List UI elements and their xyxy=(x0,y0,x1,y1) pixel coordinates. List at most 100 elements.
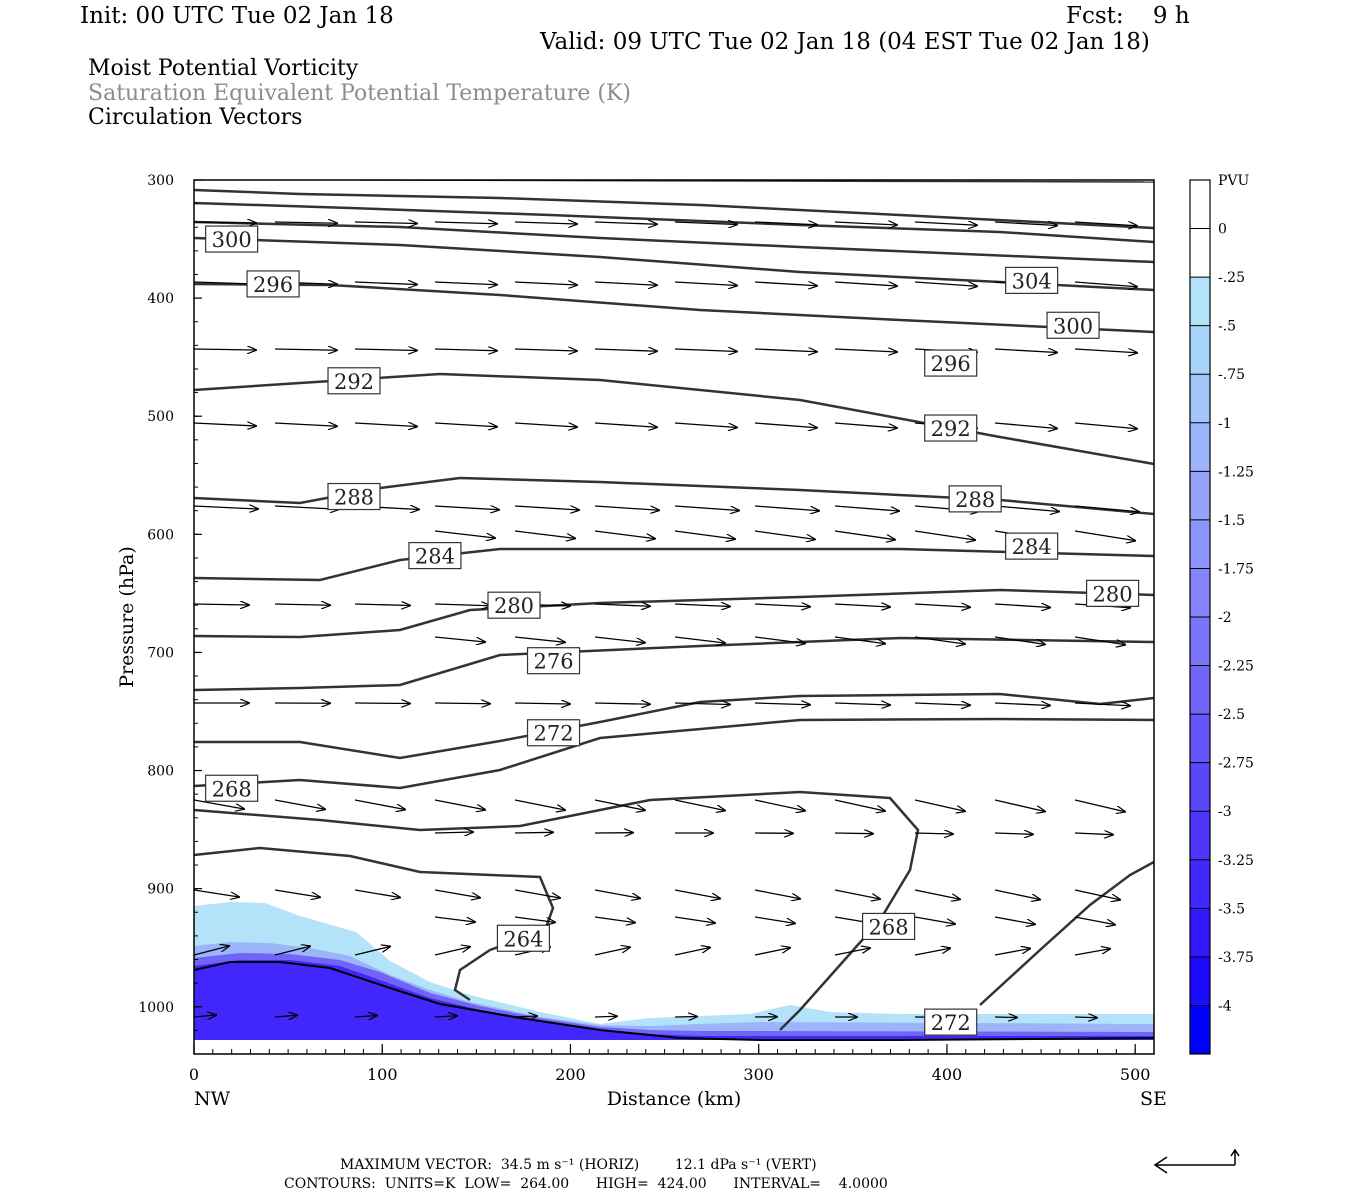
colorbar-label: -.25 xyxy=(1218,270,1245,286)
colorbar-label: -1 xyxy=(1218,416,1232,432)
vector-arrow xyxy=(194,1015,216,1017)
colorbar-title: PVU xyxy=(1218,173,1250,189)
vector-arrow xyxy=(1074,636,1125,645)
vector-arrow xyxy=(1074,799,1125,812)
vector-arrow xyxy=(1074,703,1130,706)
vector-arrow xyxy=(994,916,1035,924)
vector-arrow xyxy=(994,799,1045,812)
contour-info: CONTOURS: UNITS=K LOW= 264.00 HIGH= 424.… xyxy=(284,1176,888,1192)
vector-arrow xyxy=(354,947,390,956)
y-tick-label: 700 xyxy=(147,645,174,661)
colorbar-label: -1.75 xyxy=(1218,561,1254,577)
contour-label: 296 xyxy=(253,273,293,297)
colorbar-label: -3.5 xyxy=(1218,901,1245,917)
vector-arrow xyxy=(1074,281,1137,287)
vector-arrow xyxy=(594,1016,617,1017)
vector-arrow xyxy=(594,703,650,704)
vector-arrow xyxy=(354,423,417,427)
vector-arrow xyxy=(674,422,737,428)
vector-arrow xyxy=(514,422,577,427)
x-tick-label: 300 xyxy=(743,1065,774,1084)
contour-line xyxy=(194,692,1154,760)
x-tick-label: 400 xyxy=(932,1065,963,1084)
colorbar-label: 0 xyxy=(1218,222,1227,238)
contour-label: 268 xyxy=(212,777,252,801)
vector-arrow xyxy=(354,349,417,351)
vector-arrow xyxy=(194,423,256,426)
vector-arrow xyxy=(514,832,553,833)
vector-arrow xyxy=(914,799,965,811)
vector-arrow xyxy=(514,1016,537,1017)
colorbar-label: -2.25 xyxy=(1218,659,1254,675)
vector-arrow xyxy=(514,636,565,642)
colorbar-label: -3.25 xyxy=(1218,853,1254,869)
colorbar-swatch xyxy=(1190,277,1210,327)
contour-label: 296 xyxy=(931,352,971,376)
vector-arrow xyxy=(754,799,805,811)
y-tick-label: 400 xyxy=(147,291,174,307)
contour-label: 300 xyxy=(1053,314,1093,338)
vector-arrow xyxy=(994,422,1057,429)
vector-arrow xyxy=(834,833,873,834)
vector-arrow xyxy=(434,889,480,898)
vector-arrow xyxy=(994,636,1045,644)
init-time: Init: 00 UTC Tue 02 Jan 18 xyxy=(80,3,394,29)
vector-arrow xyxy=(994,889,1040,900)
contour-label: 284 xyxy=(1012,535,1052,559)
vector-arrow xyxy=(674,222,737,225)
vector-arrow xyxy=(274,604,330,605)
vector-arrow xyxy=(594,349,657,351)
vector-arrow xyxy=(674,636,725,643)
colorbar: 0 -.25 -.5 -.75 -1 -1.25 -1.5 -1.75 -2 -2.25 -2.5 -… xyxy=(1189,179,1254,1055)
field-vectors-title: Circulation Vectors xyxy=(88,105,303,130)
vector-arrow xyxy=(994,949,1030,956)
vector-arrow xyxy=(354,1016,377,1018)
vector-arrow xyxy=(274,1015,297,1017)
contour-label-box xyxy=(924,1008,978,1036)
vector-arrow xyxy=(834,422,897,428)
colorbar-swatch xyxy=(1190,374,1210,424)
contour-line xyxy=(194,588,1154,639)
vector-arrow xyxy=(354,282,417,285)
colorbar-label: -1.25 xyxy=(1218,464,1254,480)
vector-arrow xyxy=(434,506,499,510)
x-end-label-se: SE xyxy=(1140,1088,1167,1110)
vector-arrow xyxy=(994,1017,1017,1018)
vector-arrow xyxy=(594,799,645,810)
vector-arrow xyxy=(194,946,229,956)
colorbar-swatch xyxy=(1190,1005,1210,1055)
vector-arrow xyxy=(914,889,960,899)
vector-arrow xyxy=(594,916,635,923)
contour-label-box xyxy=(924,349,978,377)
vector-arrow xyxy=(914,703,970,705)
contour-label: 280 xyxy=(1093,582,1133,606)
vector-arrow xyxy=(354,799,405,810)
contour-label: 276 xyxy=(533,650,573,674)
colorbar-label: -.75 xyxy=(1218,367,1245,383)
vector-arrow xyxy=(434,799,485,810)
colorbar-swatch xyxy=(1190,762,1210,812)
colorbar-label: -2 xyxy=(1218,610,1232,626)
vector-arrow xyxy=(274,889,320,897)
vector-arrow xyxy=(994,222,1057,226)
vector-arrow xyxy=(1074,889,1120,900)
vector-arrow xyxy=(434,222,497,224)
contour-label: 288 xyxy=(334,486,374,510)
field-theta-title: Saturation Equivalent Potential Temperat… xyxy=(88,81,631,106)
vector-arrow xyxy=(994,833,1033,834)
vector-arrow xyxy=(754,349,817,352)
vector-arrow xyxy=(194,506,258,509)
y-tick-label: 300 xyxy=(147,173,174,189)
vector-arrow xyxy=(834,889,880,899)
vector-arrow xyxy=(674,1017,697,1018)
vector-arrow xyxy=(674,703,730,705)
terrain-line xyxy=(194,961,1154,1041)
vector-arrow xyxy=(1074,222,1137,226)
colorbar-swatch xyxy=(1190,471,1210,521)
vector-arrow xyxy=(434,947,470,956)
contour-line xyxy=(194,188,1154,230)
contour-label: 292 xyxy=(334,370,374,394)
contour-label-box xyxy=(205,774,259,802)
vector-arrow xyxy=(514,282,577,285)
